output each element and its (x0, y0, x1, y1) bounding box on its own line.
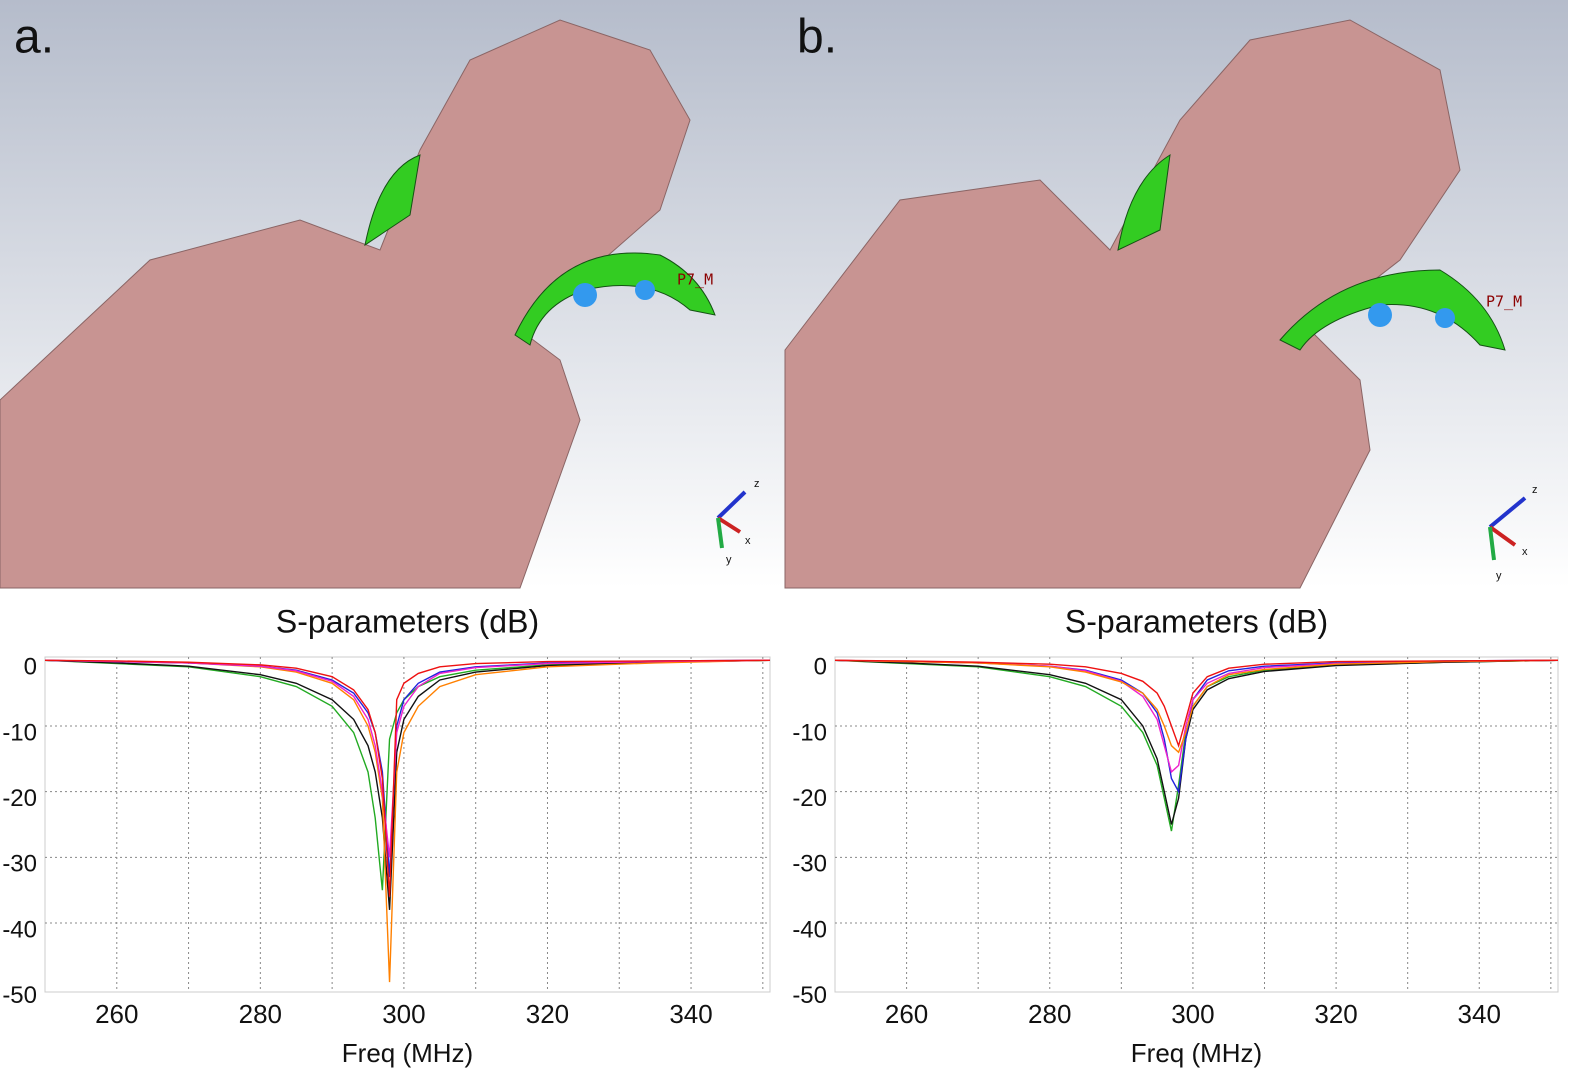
x-axis-label: Freq (MHz) (342, 1038, 473, 1068)
y-tick-label: 0 (24, 654, 37, 681)
y-tick-label: -30 (792, 851, 827, 878)
x-axis-label: Freq (MHz) (1131, 1038, 1262, 1068)
series-line (44, 659, 771, 891)
x-tick-label: 300 (382, 999, 425, 1029)
x-tick-label: 340 (1458, 999, 1501, 1029)
x-tick-label: 260 (95, 999, 138, 1029)
x-tick-label: 280 (1028, 999, 1071, 1029)
y-tick-label: -40 (2, 916, 37, 943)
x-tick-label: 300 (1171, 999, 1214, 1029)
series-line (834, 659, 1559, 754)
panel-label: a. (14, 11, 54, 64)
series-line (44, 659, 771, 910)
panel-label: b. (797, 11, 837, 64)
y-tick-label: -10 (2, 719, 37, 746)
axis-letter: x (1522, 546, 1528, 558)
axis-letter: z (1532, 484, 1538, 496)
chart-title: S-parameters (dB) (276, 603, 539, 639)
chart-title: S-parameters (dB) (1065, 603, 1328, 639)
series-line (834, 659, 1559, 825)
y-tick-label: -30 (2, 851, 37, 878)
axis-letter: y (1496, 570, 1502, 582)
port-label: P7_M (1486, 293, 1522, 311)
series-line (44, 659, 771, 858)
render-b: P7_M z x y b. (784, 0, 1568, 589)
y-tick-label: -50 (2, 982, 37, 1009)
x-tick-label: 280 (239, 999, 282, 1029)
x-tick-label: 320 (526, 999, 569, 1029)
render-a: P7_M z x y a. (0, 0, 785, 589)
y-tick-label: -20 (792, 785, 827, 812)
axis-letter: x (745, 535, 751, 547)
series-line (44, 659, 771, 897)
x-tick-label: 340 (669, 999, 712, 1029)
y-tick-label: -50 (792, 982, 827, 1009)
plot-area (44, 656, 771, 993)
axis-letter: y (726, 554, 732, 566)
plot-area (834, 656, 1559, 993)
series-line (834, 659, 1559, 748)
axis-letter: z (754, 478, 760, 490)
x-tick-label: 320 (1314, 999, 1357, 1029)
y-tick-label: -40 (792, 916, 827, 943)
y-tick-label: -20 (2, 785, 37, 812)
port-label: P7_M (677, 271, 713, 289)
y-tick-label: 0 (814, 654, 827, 681)
y-tick-label: -10 (792, 719, 827, 746)
x-tick-label: 260 (885, 999, 928, 1029)
